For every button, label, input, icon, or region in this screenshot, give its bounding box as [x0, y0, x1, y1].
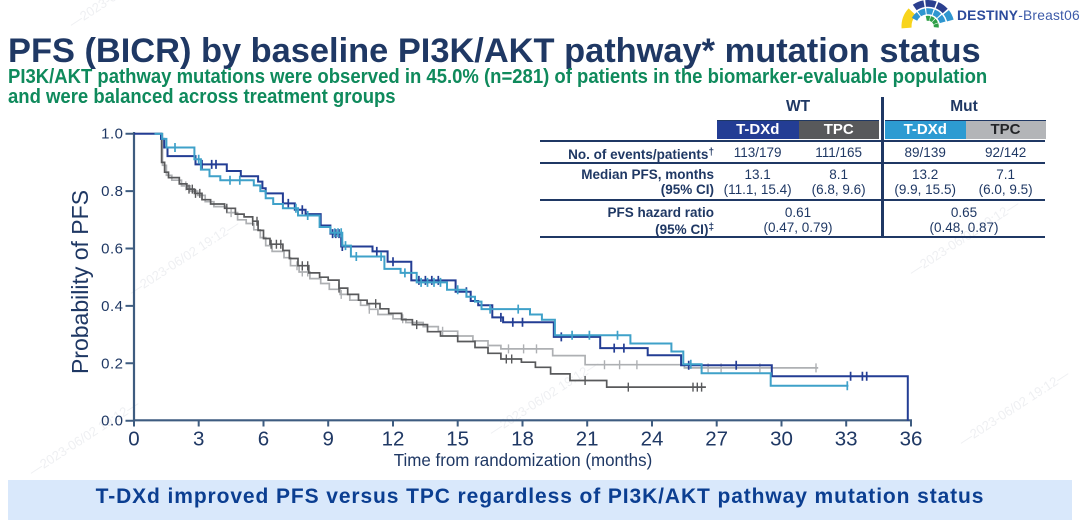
svg-text:36: 36: [900, 428, 923, 451]
svg-text:30: 30: [770, 428, 793, 451]
svg-text:3: 3: [193, 428, 204, 451]
svg-text:0: 0: [128, 428, 139, 451]
svg-text:0.8: 0.8: [101, 183, 123, 200]
svg-text:24: 24: [641, 428, 664, 451]
svg-text:0.2: 0.2: [101, 355, 123, 372]
svg-text:21: 21: [576, 428, 599, 451]
svg-text:1.0: 1.0: [101, 126, 123, 143]
svg-text:Time from randomization (month: Time from randomization (months): [394, 450, 652, 470]
svg-text:0.0: 0.0: [101, 413, 123, 430]
svg-text:0.6: 0.6: [101, 241, 123, 258]
svg-text:9: 9: [322, 428, 333, 451]
svg-text:27: 27: [705, 428, 728, 451]
svg-text:0.4: 0.4: [101, 298, 123, 315]
svg-text:Probability of PFS: Probability of PFS: [67, 190, 93, 374]
svg-text:12: 12: [382, 428, 405, 451]
svg-text:15: 15: [446, 428, 469, 451]
svg-text:33: 33: [835, 428, 858, 451]
svg-text:18: 18: [511, 428, 534, 451]
svg-text:6: 6: [258, 428, 269, 451]
